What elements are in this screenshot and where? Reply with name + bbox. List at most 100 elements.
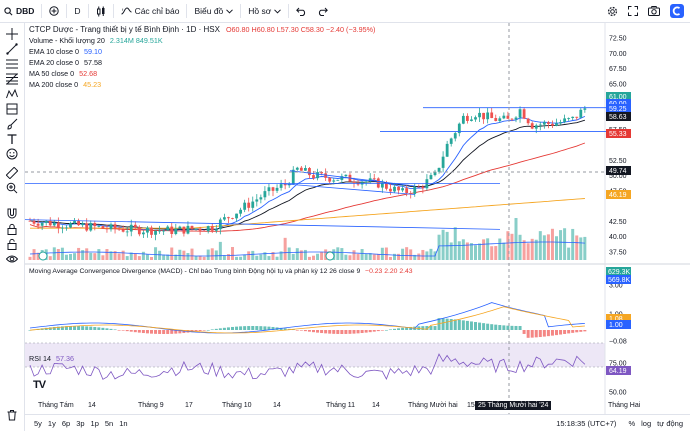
- macd-line: [29, 302, 585, 334]
- camera-button[interactable]: [643, 0, 665, 22]
- volume-bar: [170, 247, 174, 260]
- brush-tool[interactable]: [5, 117, 19, 131]
- range-button-5n[interactable]: 5n: [104, 419, 114, 428]
- price-tag-text: 61.00: [609, 94, 627, 101]
- profile-menu[interactable]: Hồ sơ: [243, 0, 286, 22]
- volume-bar: [526, 243, 530, 260]
- indicators-button[interactable]: f Các chỉ báo: [116, 0, 185, 22]
- zoom-in-tool[interactable]: [5, 181, 19, 195]
- chart-type-menu[interactable]: Biểu đồ: [189, 0, 238, 22]
- rsi-scale-label: 75.00: [609, 361, 627, 368]
- volume-bar: [73, 253, 77, 260]
- range-button-3p[interactable]: 3p: [76, 419, 85, 428]
- macd-histogram-bar: [307, 330, 311, 332]
- smiley-icon: [6, 148, 18, 160]
- macd-legend: Moving Average Convergence Divergence (M…: [29, 267, 413, 277]
- trendline-tool[interactable]: [5, 42, 19, 56]
- candles-icon: [96, 6, 105, 16]
- undo-button[interactable]: [291, 0, 312, 22]
- candles-button[interactable]: [91, 0, 111, 22]
- time-axis-label: Tháng 11: [326, 402, 356, 409]
- macd-histogram-bar: [158, 330, 162, 334]
- magnet-tool[interactable]: [5, 207, 19, 221]
- price-scale-label: 52.50: [609, 158, 627, 165]
- pattern-tool[interactable]: [5, 87, 19, 101]
- log-toggle[interactable]: log: [641, 419, 652, 428]
- lock-drawings-tool[interactable]: [5, 237, 19, 251]
- macd-histogram-bar: [368, 330, 372, 333]
- macd-histogram-bar: [295, 330, 299, 331]
- fullscreen-button[interactable]: [623, 0, 643, 22]
- interval-button[interactable]: D: [69, 0, 85, 22]
- compare-button[interactable]: [44, 0, 64, 22]
- symbol-search[interactable]: DBD: [0, 0, 39, 22]
- candle-body: [85, 223, 89, 231]
- macd-histogram-bar: [474, 322, 477, 330]
- volume-bar: [283, 237, 287, 260]
- macd-histogram-bar: [449, 318, 453, 330]
- chart-area[interactable]: 72.5070.0067.5065.0062.5057.5052.5050.00…: [25, 23, 690, 431]
- auto-toggle[interactable]: tự động: [657, 419, 683, 428]
- volume-bar: [356, 254, 360, 260]
- candle-body: [429, 175, 433, 180]
- lock-tool[interactable]: [5, 222, 19, 236]
- delete-tool[interactable]: [5, 408, 19, 422]
- fib-tool[interactable]: [5, 72, 19, 86]
- volume-bar: [105, 249, 109, 260]
- macd-histogram-bar: [550, 330, 554, 336]
- candle-body: [526, 118, 530, 124]
- text-tool[interactable]: [5, 132, 19, 146]
- macd-histogram-bar: [405, 327, 409, 330]
- volume-bar: [571, 228, 575, 260]
- candle-body: [368, 178, 372, 182]
- crosshair-tool[interactable]: [5, 27, 19, 41]
- macd-histogram-bar: [214, 328, 218, 330]
- chart-type-label: Biểu đồ: [194, 6, 224, 16]
- macd-histogram-bar: [502, 325, 506, 330]
- emoji-tool[interactable]: [5, 147, 19, 161]
- macd-histogram-bar: [546, 330, 550, 337]
- indicators-icon: f: [120, 7, 132, 14]
- volume-bar: [299, 250, 303, 260]
- candle-body: [81, 223, 85, 226]
- candle-body: [73, 220, 76, 224]
- price-tag-text: 64.19: [609, 368, 627, 375]
- volume-bar: [77, 247, 81, 260]
- volume-bar: [81, 250, 85, 260]
- prediction-tool[interactable]: [5, 102, 19, 116]
- hide-drawings-tool[interactable]: [5, 252, 19, 266]
- range-button-5y[interactable]: 5y: [34, 419, 42, 428]
- range-button-1n[interactable]: 1n: [119, 419, 128, 428]
- ma200-label: MA 200 close 0: [29, 80, 79, 89]
- candle-body: [466, 115, 469, 121]
- candle-body: [40, 222, 44, 226]
- range-button-1y[interactable]: 1y: [47, 419, 56, 428]
- macd-histogram-bar: [397, 328, 401, 330]
- volume-bar: [324, 249, 328, 260]
- percent-toggle[interactable]: %: [628, 419, 636, 428]
- time-axis-label: 14: [88, 402, 96, 409]
- macd-histogram-bar: [506, 325, 510, 330]
- volume-bar: [567, 247, 571, 260]
- candle-body: [437, 167, 441, 172]
- volume-bar: [48, 256, 52, 260]
- ruler-icon: [6, 167, 18, 179]
- ruler-tool[interactable]: [5, 166, 19, 180]
- ma200-line: [30, 198, 585, 229]
- candle-body: [312, 175, 315, 179]
- macd-histogram-bar: [231, 326, 234, 330]
- candle-body: [449, 138, 453, 144]
- settings-button[interactable]: [602, 0, 623, 22]
- macd-histogram-bar: [129, 330, 133, 332]
- volume-bar: [158, 250, 162, 260]
- horizontal-lines-tool[interactable]: [5, 57, 19, 71]
- ema10-label: EMA 10 close 0: [29, 47, 79, 56]
- text-icon: [7, 134, 17, 144]
- range-button-6p[interactable]: 6p: [61, 419, 71, 428]
- candle-body: [551, 123, 554, 126]
- volume-bar: [530, 238, 534, 260]
- volume-bar: [125, 256, 129, 260]
- redo-button[interactable]: [312, 0, 333, 22]
- range-button-1p[interactable]: 1p: [90, 419, 99, 428]
- price-scale-label: 72.50: [609, 36, 627, 43]
